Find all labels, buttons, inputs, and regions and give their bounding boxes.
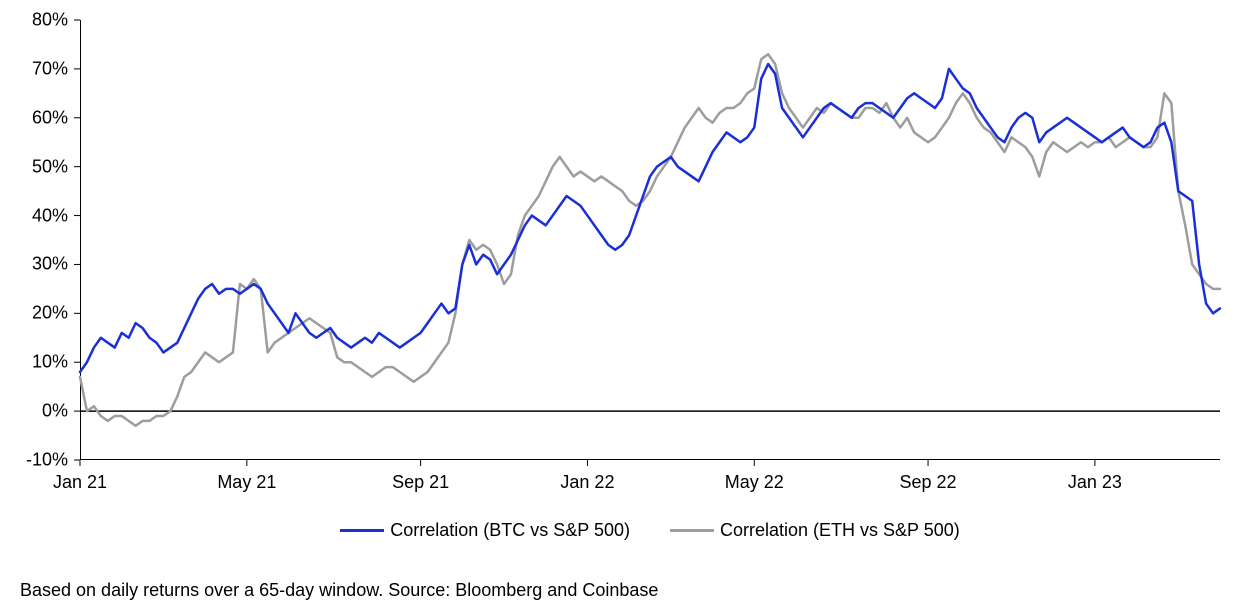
x-tick-label: Sep 21 bbox=[392, 472, 449, 493]
y-tick-label: 80% bbox=[32, 10, 68, 31]
legend-swatch-eth bbox=[670, 529, 714, 532]
footnote: Based on daily returns over a 65-day win… bbox=[20, 580, 658, 601]
x-tick-label: Jan 22 bbox=[560, 472, 614, 493]
x-tick-label: May 22 bbox=[725, 472, 784, 493]
y-tick-label: 50% bbox=[32, 156, 68, 177]
x-tick-label: Jan 23 bbox=[1068, 472, 1122, 493]
legend: Correlation (BTC vs S&P 500) Correlation… bbox=[80, 520, 1220, 541]
y-tick-label: 40% bbox=[32, 205, 68, 226]
legend-item-eth: Correlation (ETH vs S&P 500) bbox=[670, 520, 960, 541]
legend-label-eth: Correlation (ETH vs S&P 500) bbox=[720, 520, 960, 541]
plot-area: -10%0%10%20%30%40%50%60%70%80% Jan 21May… bbox=[80, 20, 1220, 460]
y-tick-label: 60% bbox=[32, 107, 68, 128]
y-tick-label: -10% bbox=[26, 450, 68, 471]
legend-label-btc: Correlation (BTC vs S&P 500) bbox=[390, 520, 630, 541]
chart-container: -10% 0% 10% 20% 30% 40% 50% 60% 70% 80% Jan 21 May… bbox=[0, 0, 1248, 615]
legend-swatch-btc bbox=[340, 529, 384, 532]
y-tick-label: 10% bbox=[32, 352, 68, 373]
legend-item-btc: Correlation (BTC vs S&P 500) bbox=[340, 520, 630, 541]
y-tick-label: 30% bbox=[32, 254, 68, 275]
y-tick-label: 70% bbox=[32, 58, 68, 79]
x-tick-label: Sep 22 bbox=[900, 472, 957, 493]
x-tick-label: May 21 bbox=[217, 472, 276, 493]
y-tick-label: 20% bbox=[32, 303, 68, 324]
x-tick-label: Jan 21 bbox=[53, 472, 107, 493]
y-tick-label: 0% bbox=[42, 401, 68, 422]
plot-svg bbox=[80, 20, 1220, 460]
